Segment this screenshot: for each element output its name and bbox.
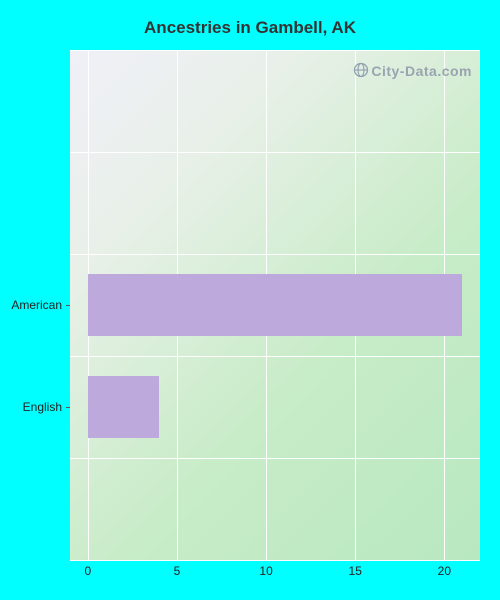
grid-line-horizontal xyxy=(70,50,480,51)
chart-title: Ancestries in Gambell, AK xyxy=(0,0,500,48)
grid-line-horizontal xyxy=(70,560,480,561)
grid-line-horizontal xyxy=(70,152,480,153)
globe-icon xyxy=(353,62,369,78)
grid-line-horizontal xyxy=(70,356,480,357)
x-axis-tick-label: 20 xyxy=(438,564,451,578)
bar-american xyxy=(88,274,462,335)
y-axis-tick xyxy=(66,305,70,306)
bar-english xyxy=(88,376,159,437)
x-axis-tick-label: 15 xyxy=(349,564,362,578)
y-axis-label-english: English xyxy=(2,400,62,414)
grid-line-horizontal xyxy=(70,254,480,255)
chart-area xyxy=(70,50,480,560)
x-axis-tick-label: 5 xyxy=(174,564,181,578)
y-axis-tick xyxy=(66,407,70,408)
grid-line-horizontal xyxy=(70,458,480,459)
x-axis-tick-label: 0 xyxy=(84,564,91,578)
y-axis-label-american: American xyxy=(2,298,62,312)
watermark: City-Data.com xyxy=(353,62,472,79)
watermark-text: City-Data.com xyxy=(371,63,472,79)
x-axis-tick-label: 10 xyxy=(259,564,272,578)
